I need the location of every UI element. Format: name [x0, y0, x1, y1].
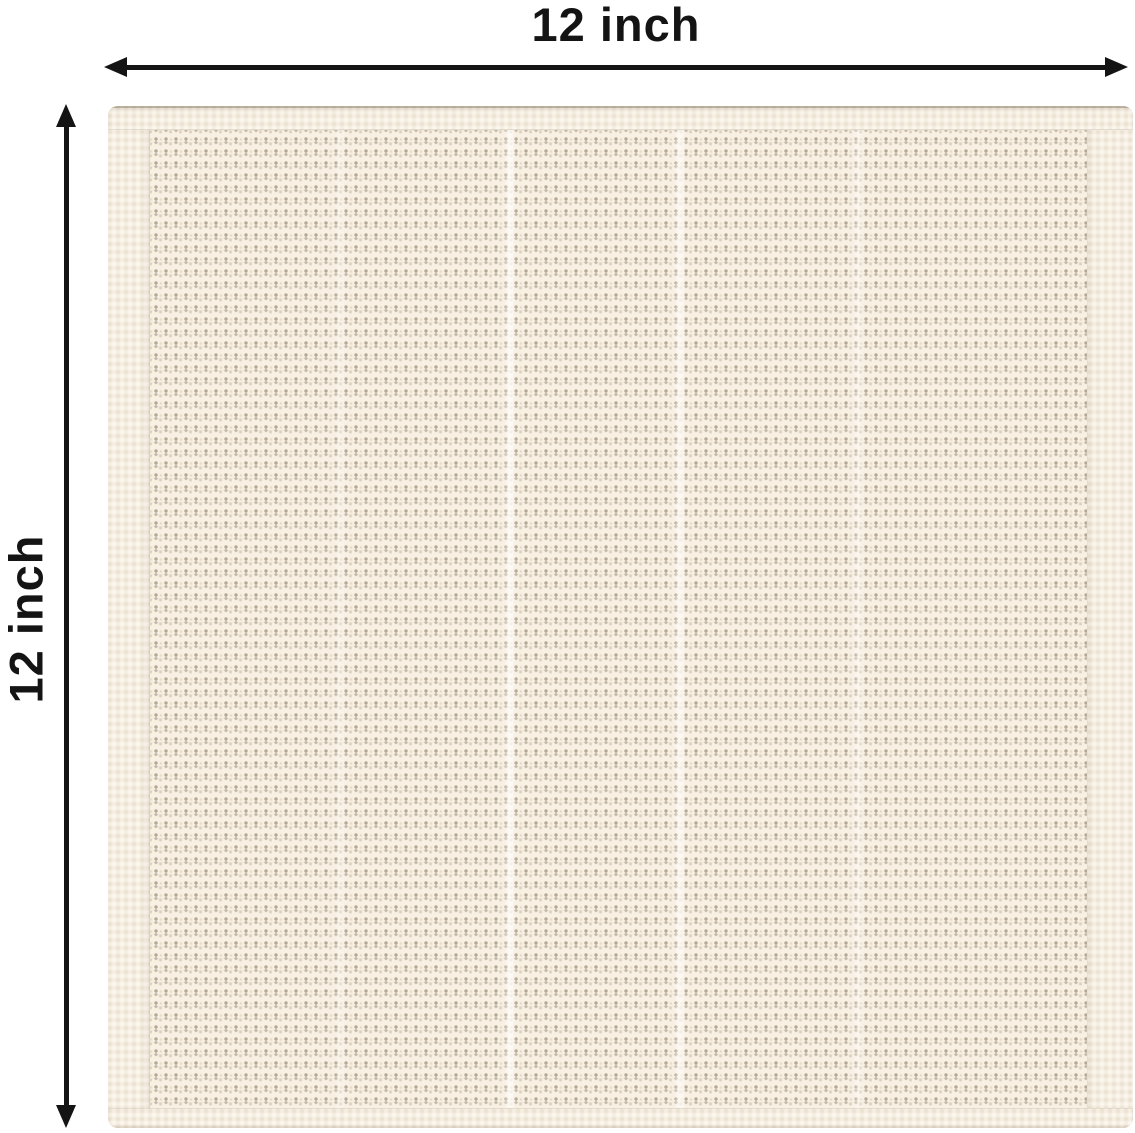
height-dimension-label: 12 inch	[0, 534, 53, 704]
height-arrow-shaft	[63, 119, 69, 1113]
height-arrow	[56, 104, 76, 1128]
fabric-swatch	[108, 106, 1133, 1128]
width-arrow	[104, 57, 1128, 77]
width-arrow-shaft	[119, 64, 1113, 70]
arrow-right-icon	[1105, 57, 1128, 77]
arrow-down-icon	[56, 1105, 76, 1128]
arrow-left-icon	[104, 57, 127, 77]
fabric-hem-top	[108, 106, 1133, 130]
fabric-texture	[108, 106, 1133, 1128]
arrow-up-icon	[56, 104, 76, 127]
fabric-selvage-left	[108, 106, 150, 1128]
fabric-selvage-right	[1087, 106, 1133, 1128]
width-dimension-label: 12 inch	[531, 0, 701, 51]
fabric-hem-bottom	[108, 1108, 1133, 1128]
